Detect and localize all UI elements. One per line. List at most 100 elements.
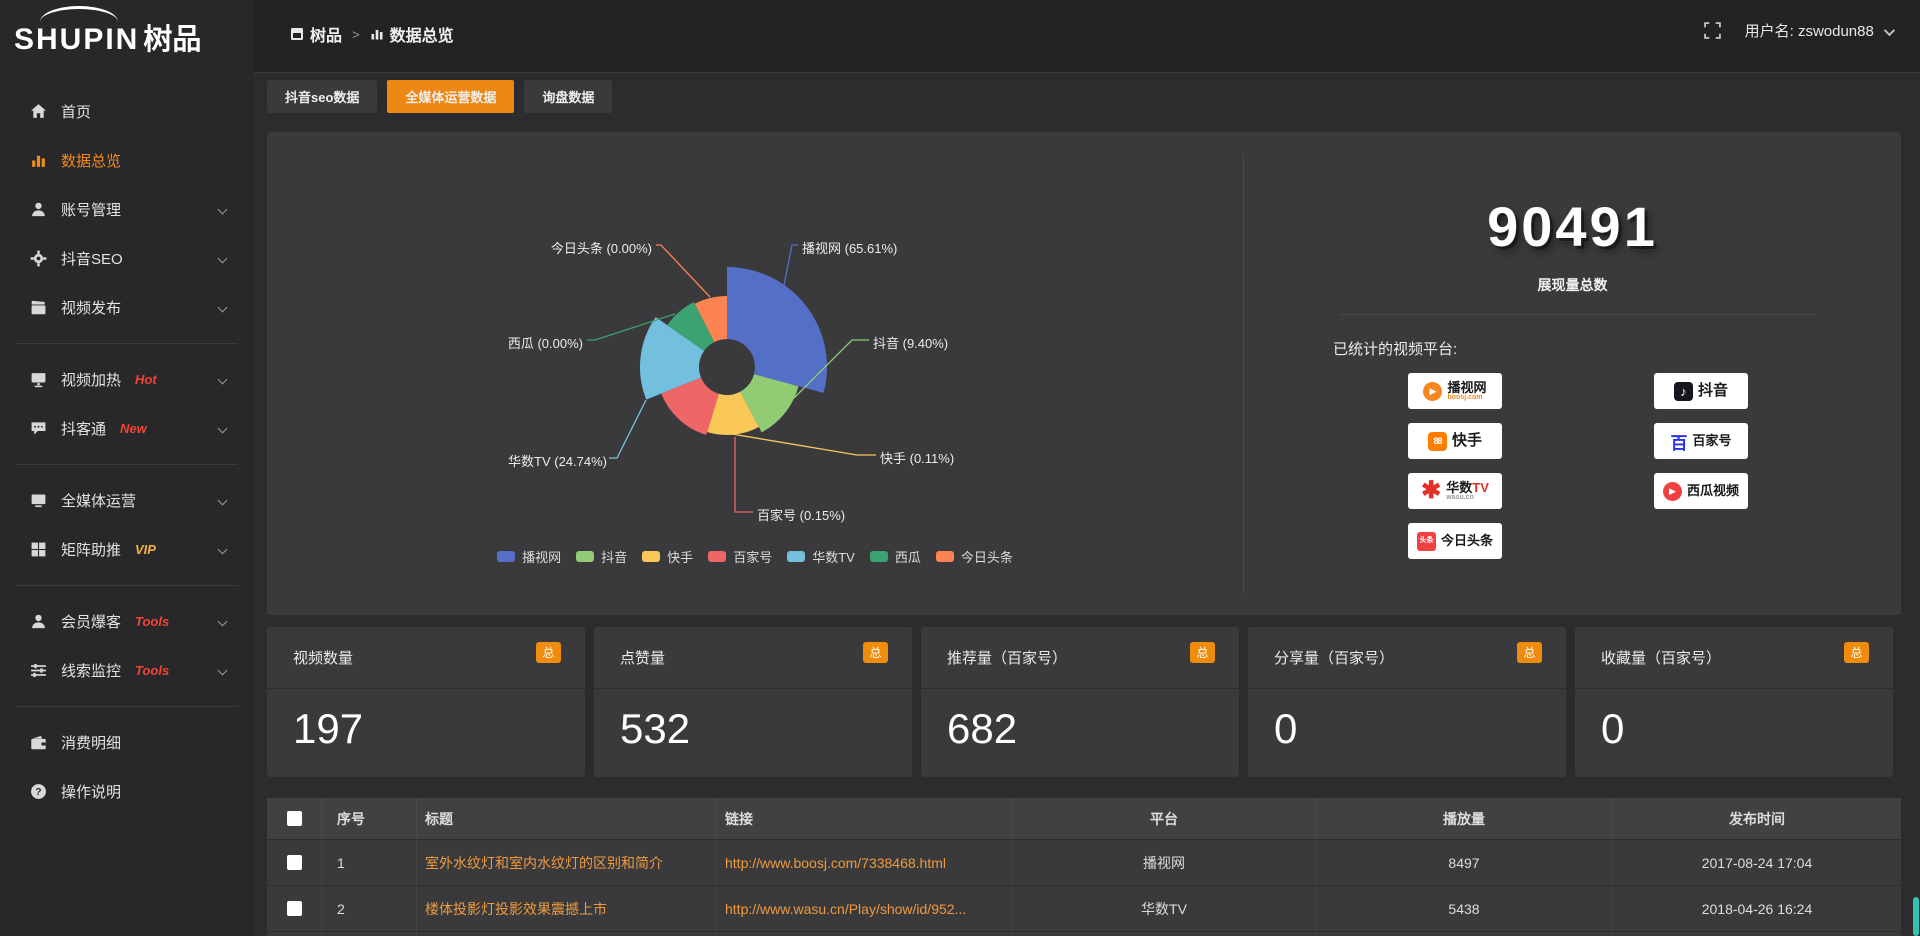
total-badge[interactable]: 总: [536, 642, 561, 663]
gear-icon: [30, 250, 47, 267]
rose-pie-chart: 今日头条 (0.00%) 播视网 (65.61%) 西瓜 (0.00%) 抖音 …: [267, 132, 1243, 615]
table-header-row: 序号 标题 链接 平台 播放量 发布时间: [267, 798, 1901, 839]
cell-index: 2: [322, 886, 417, 931]
cell-platform: 华数TV: [1013, 886, 1316, 931]
chevron-down-icon: [1883, 24, 1896, 37]
platform-badge-xigua: ▶ 西瓜视频: [1654, 473, 1748, 509]
sidebar-item-spend-detail[interactable]: 消费明细: [0, 718, 254, 767]
sidebar-item-data-overview[interactable]: 数据总览: [0, 136, 254, 185]
sidebar-item-home[interactable]: 首页: [0, 87, 254, 136]
toutiao-logo-icon: 头条: [1416, 531, 1436, 551]
total-badge[interactable]: 总: [1517, 642, 1542, 663]
stat-card-label: 收藏量（百家号）: [1601, 650, 1722, 667]
cell-index: 1: [322, 840, 417, 885]
col-header-date: 发布时间: [1729, 810, 1785, 827]
pie-slice-toutiao[interactable]: [694, 296, 727, 343]
legend-item-toutiao[interactable]: 今日头条: [935, 547, 1013, 566]
sidebar-item-douketong[interactable]: 抖客通 New: [0, 404, 254, 453]
pie-slice-boshiwang[interactable]: [727, 267, 828, 393]
col-header-index: 序号: [322, 798, 417, 839]
vip-badge: VIP: [135, 542, 156, 557]
videos-table: 序号 标题 链接 平台 播放量 发布时间 1 室外水纹灯和室内水纹灯的区别和简介…: [267, 798, 1901, 936]
legend-item-boshiwang[interactable]: 播视网: [497, 547, 561, 566]
douyin-logo-icon: ♪: [1673, 381, 1693, 401]
legend-item-baijiahao[interactable]: 百家号: [708, 547, 772, 566]
pie-slice-baijiahao[interactable]: [661, 377, 719, 435]
breadcrumb-current[interactable]: 数据总览: [370, 22, 454, 46]
main-content: 抖音seo数据 全媒体运营数据 询盘数据: [254, 73, 1920, 936]
sidebar-item-label: 消费明细: [61, 735, 122, 752]
sidebar-item-account[interactable]: 账号管理: [0, 185, 254, 234]
cell-url-link[interactable]: http://www.wasu.cn/Play/show/id/952...: [725, 900, 967, 917]
scrollbar-thumb[interactable]: [1913, 897, 1919, 936]
grid-icon: [30, 541, 47, 558]
tab-omnimedia-data[interactable]: 全媒体运营数据: [387, 80, 515, 113]
card-divider: [1575, 688, 1893, 689]
tab-douyin-seo-data[interactable]: 抖音seo数据: [267, 80, 378, 113]
sidebar-item-label: 矩阵助推: [61, 542, 122, 559]
sidebar-item-help[interactable]: ? 操作说明: [0, 767, 254, 816]
total-badge[interactable]: 总: [1844, 642, 1869, 663]
pie-slice-xigua[interactable]: [667, 302, 715, 351]
chat-bubble-icon: [30, 420, 47, 437]
display-icon: [30, 492, 47, 509]
tab-inquiry-data[interactable]: 询盘数据: [524, 80, 613, 113]
legend-item-wasu[interactable]: 华数TV: [787, 547, 855, 566]
pie-label-kuaishou: 快手 (0.11%): [880, 451, 955, 466]
sidebar-divider: [16, 343, 238, 344]
panel-divider: [1243, 154, 1244, 593]
breadcrumb: 树品 > 数据总览: [290, 22, 454, 46]
cell-title-link[interactable]: 室外水纹灯和室内水纹灯的区别和简介: [425, 854, 663, 871]
total-badge[interactable]: 总: [863, 642, 888, 663]
breadcrumb-home[interactable]: 树品: [290, 22, 342, 46]
fullscreen-icon[interactable]: [1703, 22, 1721, 39]
svg-text:?: ?: [35, 787, 41, 798]
pie-slice-wasu[interactable]: [639, 317, 705, 400]
total-badge[interactable]: 总: [1190, 642, 1215, 663]
row-checkbox[interactable]: [286, 855, 302, 870]
cell-date: 2017-08-24 17:04: [1701, 854, 1813, 871]
summary-panel: 90491 展现量总数 已统计的视频平台: ▶ 播视网 boosj.com 88…: [1244, 132, 1901, 615]
pie-slice-douyin[interactable]: [740, 374, 799, 433]
stat-cards: 视频数量 总 197 点赞量 总 532 推荐量（百家号） 总 682 分享量（…: [267, 627, 1901, 777]
stat-card-label: 视频数量: [293, 650, 354, 667]
stat-card-video-count: 视频数量 总 197: [267, 627, 585, 777]
stat-card-recommend: 推荐量（百家号） 总 682: [921, 627, 1239, 777]
logo-arc-decoration: [40, 6, 118, 22]
sidebar-item-omnimedia[interactable]: 全媒体运营: [0, 476, 254, 525]
username[interactable]: 用户名: zswodun88: [1745, 20, 1896, 41]
monitor-icon: [30, 371, 47, 388]
sidebar-item-matrix-boost[interactable]: 矩阵助推 VIP: [0, 525, 254, 574]
legend-item-xigua[interactable]: 西瓜: [869, 547, 921, 566]
legend-item-douyin[interactable]: 抖音: [576, 547, 627, 566]
sidebar-item-video-heat[interactable]: 视频加热 Hot: [0, 355, 254, 404]
stat-card-shares: 分享量（百家号） 总 0: [1248, 627, 1566, 777]
platform-name: 快手: [1451, 432, 1482, 450]
app-logo: SHUPIN 树品: [0, 0, 254, 73]
tools-badge: Tools: [135, 663, 170, 678]
sidebar-item-member-burst[interactable]: 会员爆客 Tools: [0, 597, 254, 646]
select-all-checkbox[interactable]: [286, 811, 302, 826]
row-checkbox[interactable]: [286, 901, 302, 916]
cell-url-link[interactable]: http://www.boosj.com/7338468.html: [725, 854, 947, 871]
hot-badge: Hot: [135, 372, 157, 387]
sidebar-item-video-publish[interactable]: 视频发布: [0, 283, 254, 332]
legend-item-kuaishou[interactable]: 快手: [642, 547, 693, 566]
platform-name: 华数: [1446, 479, 1473, 495]
platform-badge-douyin: ♪ 抖音: [1654, 373, 1748, 409]
sidebar-item-douyin-seo[interactable]: 抖音SEO: [0, 234, 254, 283]
platform-name: 今日头条: [1440, 533, 1493, 549]
home-icon: [30, 103, 47, 120]
stat-card-label: 推荐量（百家号）: [947, 650, 1068, 667]
sidebar-item-label: 首页: [61, 104, 92, 121]
pie-slice-kuaishou[interactable]: [707, 391, 759, 435]
sidebar-item-label: 全媒体运营: [61, 493, 137, 510]
platform-badge-baijiahao: 百 百家号: [1654, 423, 1748, 459]
wallet-icon: [30, 734, 47, 751]
platform-badge-kuaishou: 88 快手: [1408, 423, 1502, 459]
pie-label-xigua: 西瓜 (0.00%): [507, 336, 583, 351]
cell-title-link[interactable]: 楼体投影灯投影效果震撼上市: [425, 900, 607, 917]
sidebar-item-lead-monitor[interactable]: 线索监控 Tools: [0, 646, 254, 695]
platform-name: 抖音: [1697, 382, 1728, 400]
breadcrumb-label: 数据总览: [389, 28, 454, 45]
